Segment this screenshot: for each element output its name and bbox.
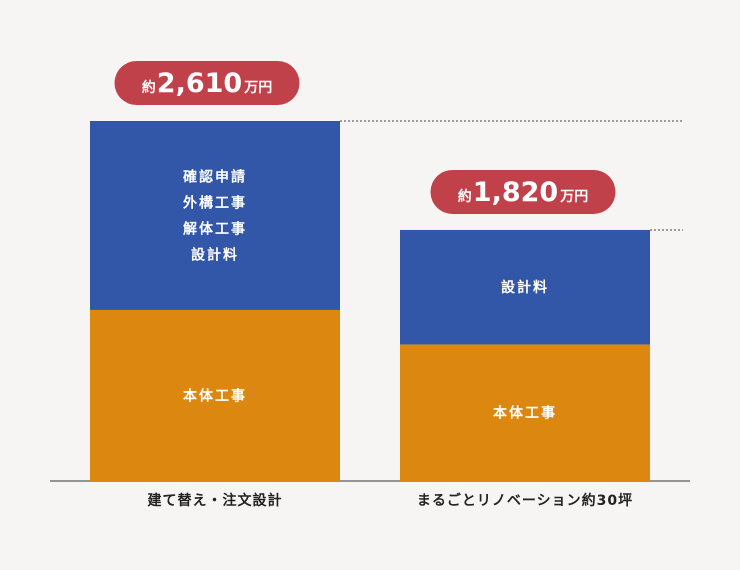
segment-label: 設計料 [501, 279, 549, 296]
total-badge-0 [114, 61, 300, 105]
total-prefix: 約 [142, 79, 156, 96]
total-badge-1 [430, 169, 616, 214]
total-prefix: 約 [458, 188, 472, 205]
bar-segment-other-1 [400, 229, 650, 345]
total-suffix: 万円 [243, 80, 272, 96]
total-suffix: 万円 [559, 189, 588, 205]
total-label-1: 約1,820 万円 [458, 177, 588, 208]
segment-label: 本体工事 [183, 387, 247, 404]
category-label-0: 建て替え・注文設計 [148, 492, 283, 509]
segment-label: 解体工事 [183, 220, 247, 237]
bar-segment-base-0 [90, 309, 340, 481]
bar-segment-base-1 [400, 344, 650, 481]
segment-label: 外構工事 [183, 194, 247, 211]
segment-label: 確認申請 [183, 168, 247, 185]
total-amount: 1,820 [473, 177, 558, 208]
segment-label: 本体工事 [493, 405, 557, 422]
total-label-0: 約2,610 万円 [142, 68, 272, 99]
category-label-1: まるごとリノベーション約30坪 [417, 492, 633, 509]
segment-label: 設計料 [191, 246, 239, 263]
bar-segment-other-0 [90, 121, 340, 310]
total-amount: 2,610 [157, 68, 242, 99]
